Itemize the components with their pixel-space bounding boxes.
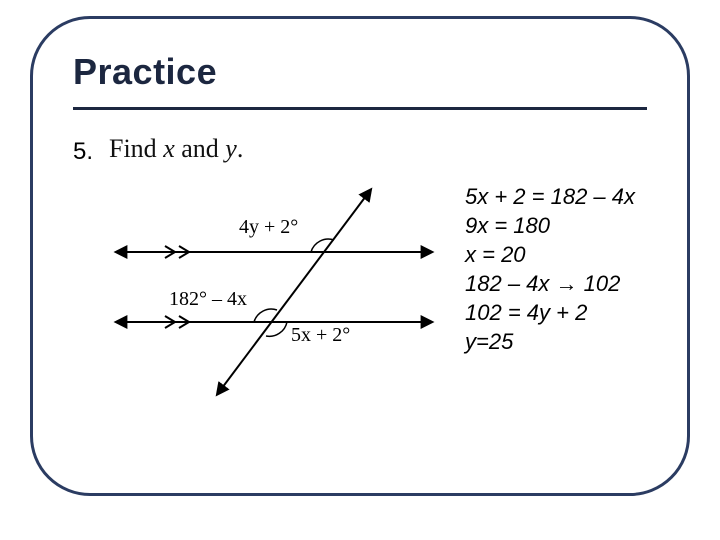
- prompt-prefix: Find: [109, 134, 163, 163]
- problem-number: 5.: [73, 134, 109, 412]
- prompt-mid: and: [175, 134, 226, 163]
- slide-frame: Practice 5. Find x and y.: [30, 16, 690, 496]
- title-rule: [73, 107, 647, 110]
- solution-line: y=25: [465, 327, 635, 356]
- geometry-diagram: 4y + 2° 182° – 4x 5x + 2°: [109, 182, 439, 412]
- content-row: 5. Find x and y.: [73, 134, 647, 412]
- prompt-suffix: .: [237, 134, 244, 163]
- prompt-var-x: x: [163, 134, 175, 163]
- problem-prompt: Find x and y.: [109, 134, 449, 164]
- solution-line: x = 20: [465, 240, 635, 269]
- solution-line: 5x + 2 = 182 – 4x: [465, 182, 635, 211]
- solution-line: 102 = 4y + 2: [465, 298, 635, 327]
- solution-line: 182 – 4x → 102: [465, 269, 635, 298]
- prompt-var-y: y: [225, 134, 237, 163]
- solution-line: 9x = 180: [465, 211, 635, 240]
- slide-title: Practice: [73, 51, 647, 93]
- angle-label-top: 4y + 2°: [239, 216, 298, 239]
- solution-steps: 5x + 2 = 182 – 4x 9x = 180 x = 20 182 – …: [465, 182, 635, 412]
- angle-label-mid: 182° – 4x: [169, 288, 247, 311]
- problem-column: Find x and y.: [109, 134, 449, 412]
- angle-label-bot: 5x + 2°: [291, 324, 350, 347]
